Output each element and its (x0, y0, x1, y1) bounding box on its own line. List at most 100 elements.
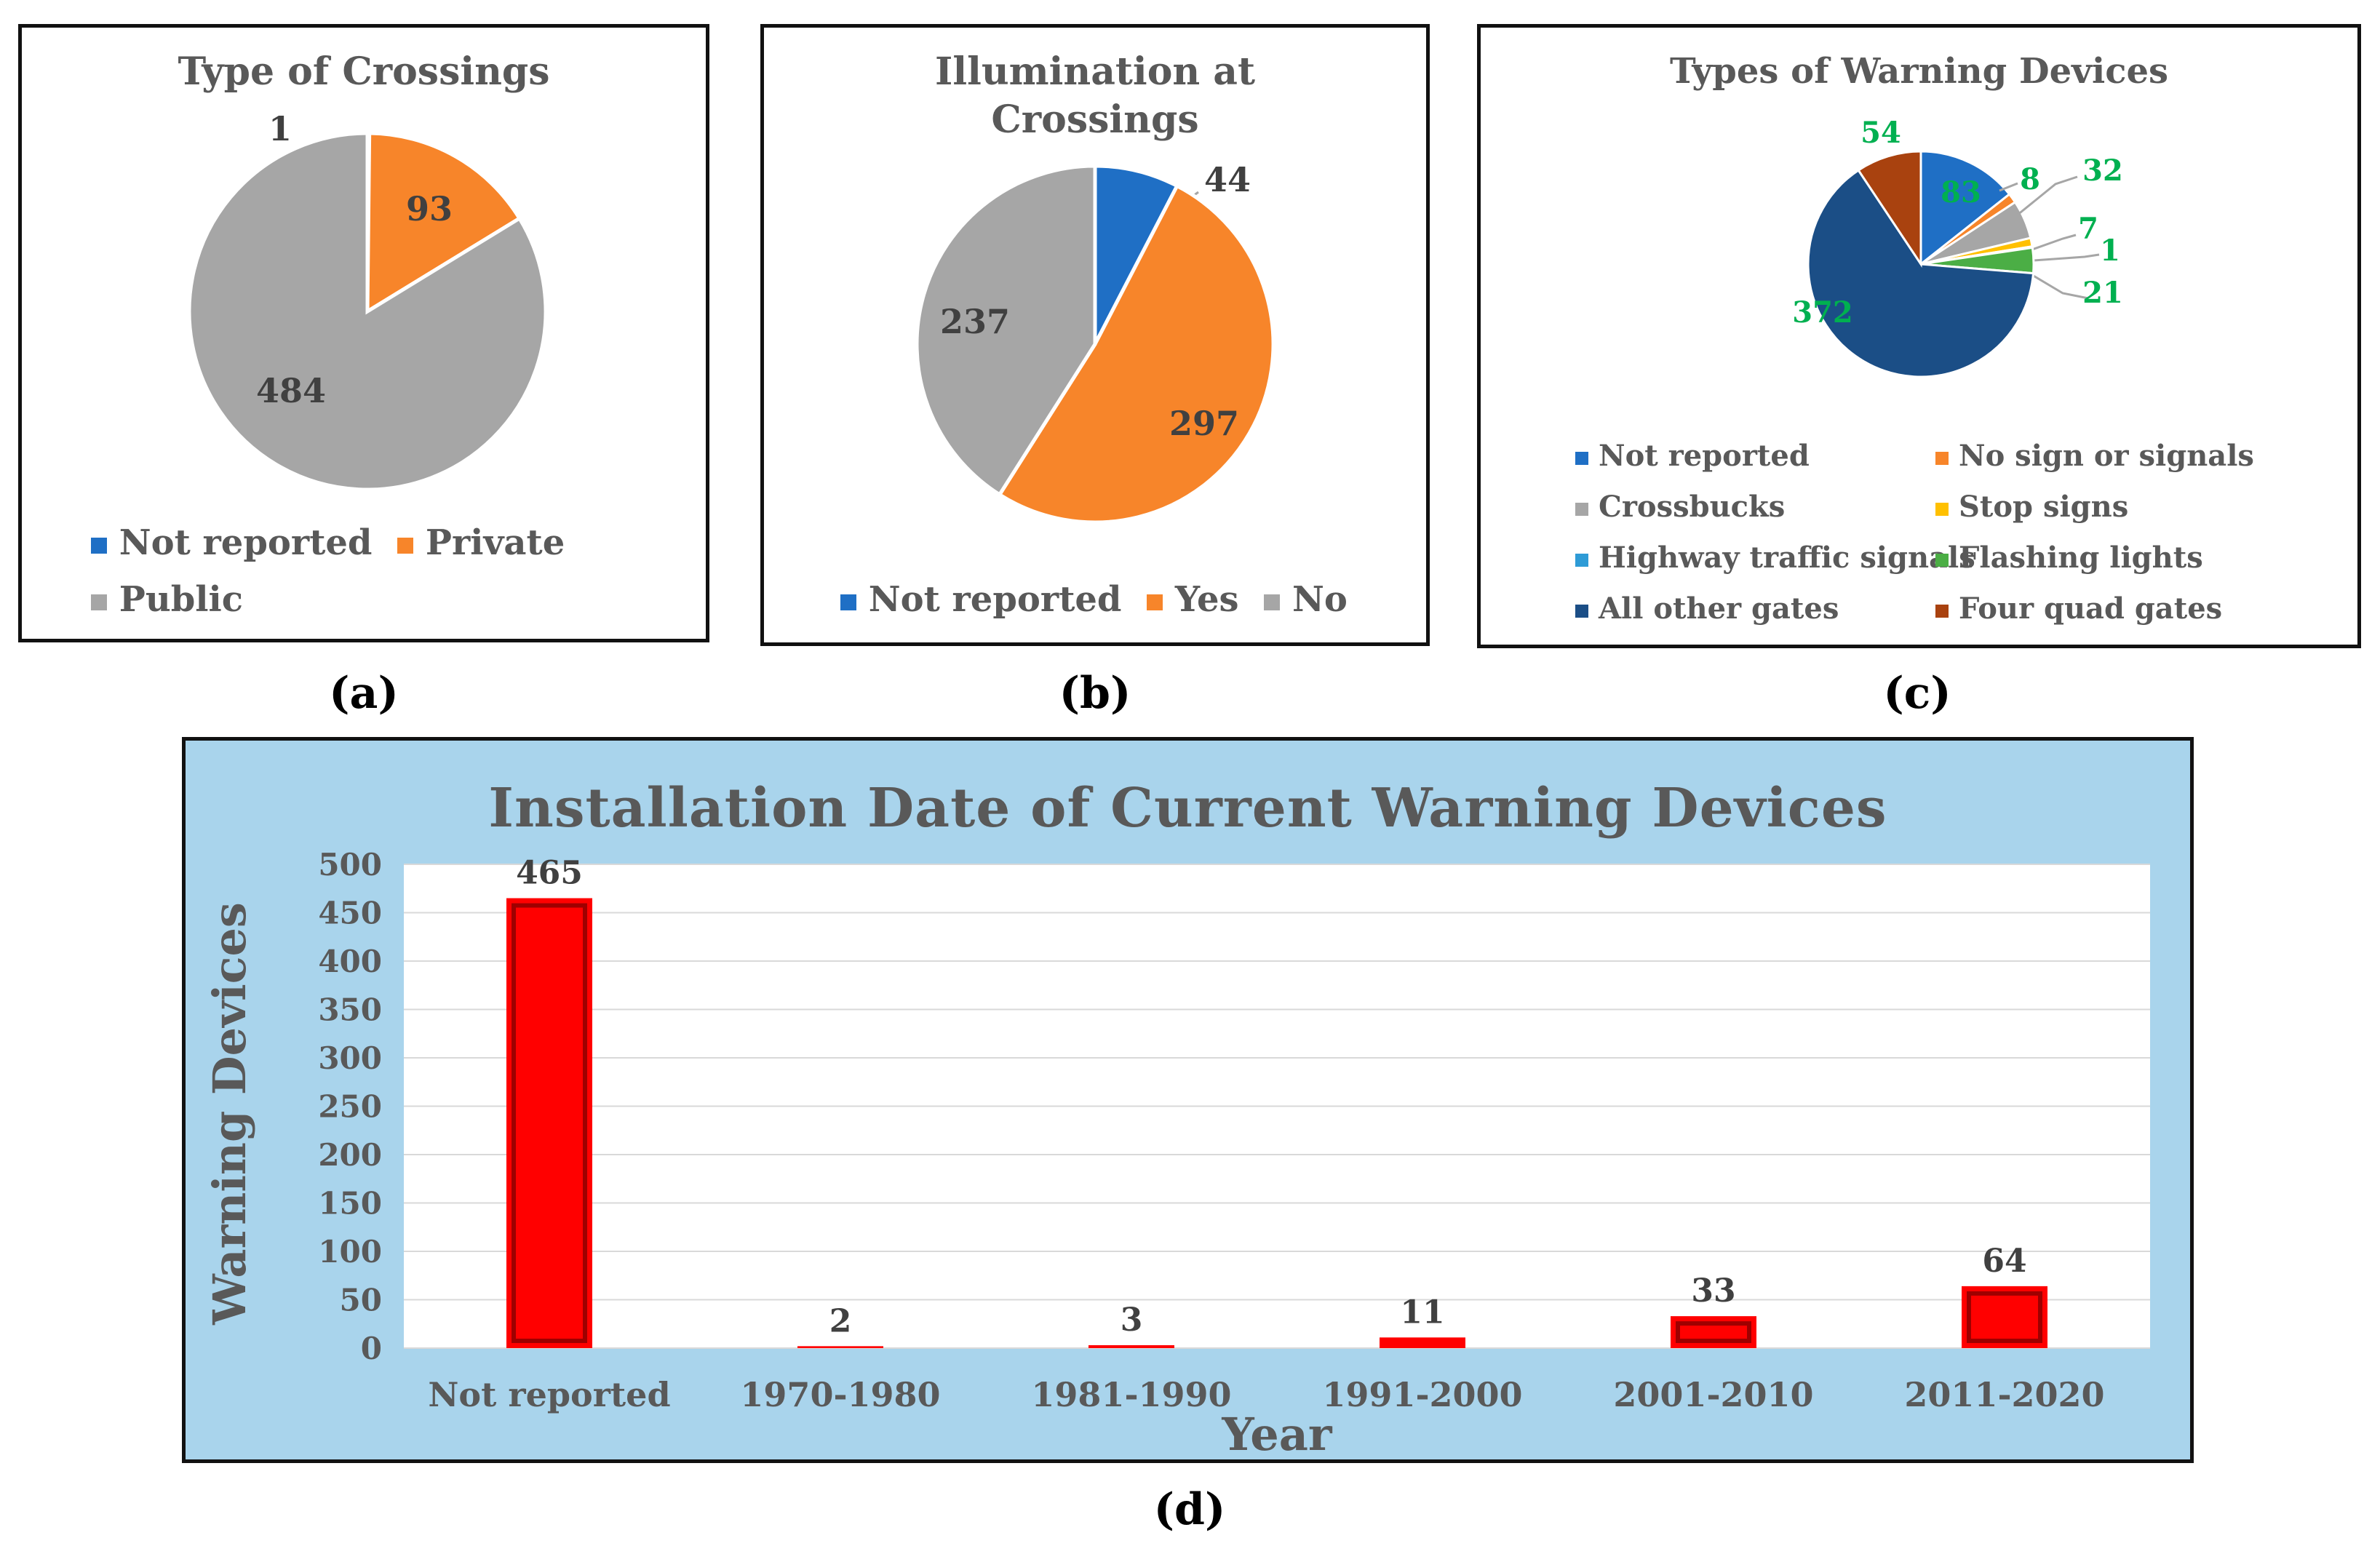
bar-value-label: 465 (516, 855, 583, 892)
chart-panel-illumination: Illumination at Crossings 44 297 237 Not r… (760, 24, 1430, 646)
chart-title-line: Illumination at (935, 49, 1255, 94)
legend-label: Not reported (868, 579, 1122, 620)
y-tick-label: 500 (318, 847, 382, 882)
pie-chart-a: 1 93 484 (187, 109, 548, 492)
x-tick-label: 2001-2010 (1613, 1375, 1813, 1414)
caption-a: (a) (329, 668, 399, 719)
chart-panel-installation-date: Installation Date of Current Warning Dev… (182, 737, 2194, 1463)
legend-item: Not reported (1575, 439, 1810, 473)
bar (1088, 1345, 1174, 1348)
legend-item: Flashing lights (1935, 541, 2203, 575)
pie-chart-b: 44 297 237 (915, 160, 1275, 525)
bar-bevel (512, 903, 587, 1344)
legend-label: Yes (1174, 579, 1239, 620)
pie-chart-c: 83 8 32 71 21 372 54 (1792, 116, 2123, 378)
caption-c: (c) (1883, 668, 1951, 719)
legend-swatch (1147, 594, 1163, 610)
bar (797, 1346, 883, 1348)
y-tick-label: 100 (318, 1234, 382, 1270)
bar-bevel (1676, 1321, 1751, 1343)
data-label: 372 (1792, 295, 1853, 330)
leader-line (2033, 253, 2100, 262)
legend-item: All other gates (1575, 591, 1839, 626)
x-tick-label: 1991-2000 (1322, 1375, 1522, 1414)
legend-item: Crossbucks (1575, 490, 1785, 524)
data-label: 237 (940, 302, 1010, 341)
data-label: 32 (2082, 154, 2123, 188)
y-tick-label: 400 (318, 944, 382, 979)
legend-label: Four quad gates (1959, 591, 2223, 626)
bar-bevel (1967, 1291, 2042, 1344)
data-label: 54 (1860, 116, 1901, 150)
pie-slice (1857, 150, 1922, 268)
pie-slice (365, 131, 522, 315)
bar-value-label: 33 (1691, 1272, 1735, 1310)
x-axis-label: Year (1221, 1408, 1332, 1459)
legend-label: Private (425, 522, 565, 563)
bar-value-label: 64 (1982, 1243, 2026, 1280)
y-axis-label: Warning Devices (203, 902, 256, 1326)
legend-label: Flashing lights (1959, 541, 2203, 575)
chart-title: Installation Date of Current Warning Dev… (488, 777, 1887, 840)
data-label: 297 (1169, 404, 1239, 443)
data-label: 8 (2020, 162, 2040, 196)
legend-swatch (1935, 452, 1949, 465)
x-tick-label: 1970-1980 (740, 1375, 940, 1414)
chart-title: Type of Crossings (178, 49, 550, 94)
data-label: 93 (406, 189, 453, 228)
data-label: 1 (268, 109, 292, 148)
y-tick-label: 150 (318, 1186, 382, 1222)
legend-swatch (91, 594, 107, 610)
chart-panel-type-of-crossings: Type of Crossings 1 93 484 Not reported Pr… (18, 24, 709, 642)
pie-slice (915, 164, 1097, 498)
legend-label: Crossbucks (1599, 490, 1786, 524)
legend-swatch (1575, 452, 1588, 465)
leader-line (2013, 175, 2078, 220)
y-tick-label: 50 (340, 1283, 382, 1318)
legend-row: Not reported Yes No (840, 579, 1348, 620)
legend-label: Not reported (1599, 439, 1810, 473)
chart-title: Illumination at Crossings (764, 48, 1426, 144)
data-label: 83 (1941, 175, 1981, 210)
legend-swatch (1575, 605, 1588, 618)
legend-swatch (1575, 554, 1588, 567)
leader-line (2031, 274, 2089, 300)
bar (506, 898, 592, 1348)
legend-label: Highway traffic signals (1599, 541, 1975, 575)
data-label: 21 (2082, 276, 2123, 310)
bar-chart-d: 0 50 100 150 200 250 300 350 400 450 500 465 Not rep… (203, 847, 2150, 1459)
x-tick-label: 1981-1990 (1031, 1375, 1231, 1414)
x-tick-label: 2011-2020 (1904, 1375, 2104, 1414)
bar (1380, 1337, 1465, 1348)
data-label: 7 (2078, 212, 2098, 246)
legend-item: Highway traffic signals (1575, 541, 1975, 575)
legend-swatch (397, 537, 414, 554)
legend-item: No sign or signals (1935, 439, 2254, 473)
pie-slice (997, 183, 1275, 525)
legend-row: Not reported Private (91, 522, 565, 563)
y-tick-label: 0 (361, 1331, 382, 1366)
y-tick-label: 250 (318, 1089, 382, 1125)
x-tick-label: Not reported (428, 1375, 670, 1414)
legend-label: Not reported (119, 522, 373, 563)
y-tick-label: 350 (318, 992, 382, 1028)
legend-label: No sign or signals (1959, 439, 2254, 473)
legend-swatch (1575, 503, 1588, 516)
legend-row: Public (91, 579, 243, 620)
legend-swatch (1935, 605, 1949, 618)
pie-slice (1807, 168, 2035, 378)
legend-label: No (1292, 579, 1348, 620)
caption-d: (d) (1153, 1484, 1226, 1535)
bar-value-label: 3 (1121, 1302, 1143, 1339)
y-tick-label: 300 (318, 1040, 382, 1076)
legend-label: All other gates (1599, 591, 1839, 626)
bar-value-label: 2 (829, 1302, 852, 1339)
chart-title: Types of Warning Devices (1669, 51, 2169, 92)
legend-swatch (91, 537, 107, 554)
legend-label: Public (119, 579, 243, 620)
bar (1962, 1286, 2047, 1348)
legend-swatch (840, 594, 856, 610)
data-label: 1 (2100, 234, 2120, 268)
legend-item: Four quad gates (1935, 591, 2222, 626)
bar-value-label: 11 (1400, 1294, 1444, 1331)
